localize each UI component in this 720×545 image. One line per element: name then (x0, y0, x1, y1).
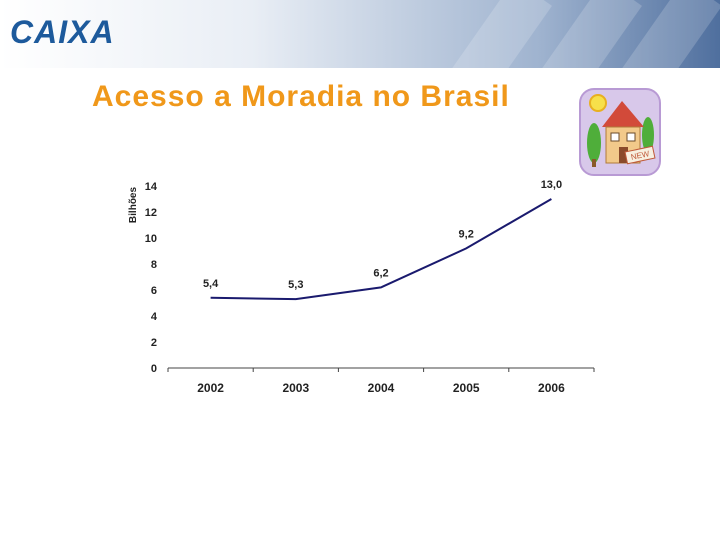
x-tick-label: 2004 (368, 381, 395, 395)
y-tick-label: 4 (151, 311, 158, 323)
y-tick-label: 8 (151, 259, 157, 271)
data-label: 5,4 (203, 278, 219, 290)
y-tick-label: 14 (145, 181, 158, 193)
data-labels: 5,4 5,3 6,2 9,2 13,0 (203, 179, 562, 291)
logo-text: CAIXA (10, 14, 115, 50)
data-label: 6,2 (373, 267, 388, 279)
data-label: 13,0 (541, 179, 562, 191)
series-line (210, 198, 552, 301)
y-axis-label-group: Bilhões (128, 187, 139, 224)
data-label: 9,2 (459, 228, 474, 240)
clipart-sign-text: NEW (630, 149, 651, 162)
x-tick-label: 2002 (197, 381, 224, 395)
x-tick-marks (167, 368, 595, 372)
y-tick-label: 0 (151, 363, 157, 375)
x-tick-label: 2006 (538, 381, 565, 395)
y-tick-label: 12 (145, 207, 157, 219)
y-tick-label: 2 (151, 337, 157, 349)
x-tick-label: 2005 (453, 381, 480, 395)
header-bar: CAIXA (0, 0, 720, 68)
data-label: 5,3 (288, 279, 303, 291)
x-tick-label: 2003 (282, 381, 309, 395)
caixa-logo: CAIXA (10, 14, 115, 51)
x-tick-labels: 2002 2003 2004 2005 2006 (197, 381, 565, 395)
y-tick-labels: 0 2 4 6 8 10 12 14 (145, 181, 158, 375)
y-tick-label: 6 (151, 285, 157, 297)
house-clipart: NEW (578, 85, 662, 177)
y-axis-label: Bilhões (128, 187, 139, 224)
page-title: Acesso a Moradia no Brasil (92, 80, 510, 113)
y-tick-label: 10 (145, 233, 157, 245)
